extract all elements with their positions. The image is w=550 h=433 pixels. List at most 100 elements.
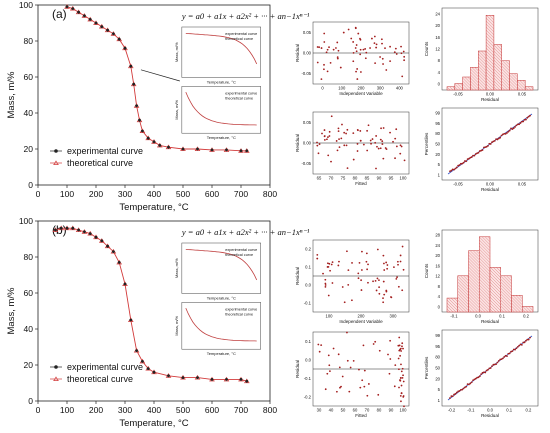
a-residual-histogram-bar-hatch xyxy=(493,77,502,86)
b-residual-histogram-x-tick: 0.1 xyxy=(499,314,505,319)
b-residual-vs-independent-point xyxy=(401,245,404,248)
b-normal-probability-point xyxy=(500,358,503,361)
b-residual-vs-fitted-point xyxy=(401,367,404,370)
b-residual-histogram-bar-hatch xyxy=(489,296,501,308)
a-residual-vs-fitted-point xyxy=(340,137,343,140)
b-normal-probability-point xyxy=(497,359,500,362)
b-normal-probability-x-tick: -0.1 xyxy=(467,408,475,413)
b-residual-vs-fitted-point xyxy=(400,370,403,373)
b-residual-histogram-x-tick: 0.2 xyxy=(523,314,529,319)
b-residual-vs-independent-point xyxy=(386,264,389,266)
b-normal-probability-point xyxy=(499,358,502,361)
b-normal-probability-point xyxy=(527,338,530,341)
a-normal-probability-point xyxy=(519,122,522,124)
b-normal-probability-point xyxy=(506,355,508,358)
b-residual-histogram-bar-hatch xyxy=(457,284,469,296)
a-residual-vs-fitted-point xyxy=(382,127,385,129)
inset-legend-experimental: experimental curve xyxy=(225,91,257,95)
b-residual-vs-independent-point xyxy=(376,248,379,251)
y-axis-label: Mass, m/% xyxy=(6,71,17,119)
a-normal-probability-point xyxy=(529,114,531,117)
a-residual-vs-independent-point xyxy=(379,56,381,58)
a-residual-histogram-bar-hatch xyxy=(485,53,495,62)
legend-experimental-label: experimental curve xyxy=(67,362,143,372)
b-residual-vs-fitted-y-tick: -0.2 xyxy=(304,394,312,399)
b-residual-histogram-bar-hatch xyxy=(500,275,512,287)
b-residual-vs-fitted-x-tick: 30 xyxy=(317,408,322,413)
inset-x-label: Temperature, °C xyxy=(207,351,236,356)
a-residual-vs-fitted-point xyxy=(379,138,382,141)
a-residual-vs-fitted-y-tick: -0.05 xyxy=(301,161,311,166)
y-tick-label: 40 xyxy=(24,108,34,118)
a-residual-histogram-bar-hatch xyxy=(478,86,482,91)
experimental-point xyxy=(245,379,249,383)
a-residual-histogram-bar-hatch xyxy=(509,83,516,91)
b-normal-probability-x-tick: -0.2 xyxy=(448,408,456,413)
b-residual-vs-independent-point xyxy=(341,286,344,288)
a-residual-vs-independent-point xyxy=(359,71,362,73)
b-residual-vs-independent-point xyxy=(347,283,350,286)
b-residual-vs-fitted-point xyxy=(337,353,340,356)
a-residual-vs-fitted-point xyxy=(375,135,378,137)
a-residual-vs-independent-point xyxy=(352,41,355,43)
experimental-point xyxy=(100,25,104,28)
a-residual-histogram-bar-hatch xyxy=(478,53,487,62)
a-normal-probability-point xyxy=(496,138,499,141)
b-residual-histogram-bar-hatch xyxy=(479,290,491,302)
a-residual-histogram-y-tick: 4 xyxy=(438,70,441,75)
a-normal-probability-x-tick: -0.05 xyxy=(453,182,463,187)
a-residual-histogram-bar-hatch xyxy=(470,74,479,83)
a-residual-histogram-y-tick: 20 xyxy=(435,23,440,28)
b-residual-histogram-y-tick: 28 xyxy=(435,233,440,238)
a-residual-vs-independent-point xyxy=(373,42,376,45)
b-residual-vs-fitted-point xyxy=(402,347,404,350)
a-residual-vs-independent-point xyxy=(375,43,378,46)
x-tick-label: 500 xyxy=(176,405,190,415)
b-residual-vs-independent-point xyxy=(382,280,385,283)
experimental-point xyxy=(210,148,214,152)
a-residual-vs-independent-point xyxy=(362,48,365,51)
b-residual-histogram-bar-hatch xyxy=(479,293,491,305)
a-residual-histogram-bar-hatch xyxy=(478,65,487,74)
b-residual-vs-fitted-point xyxy=(338,366,341,369)
a-residual-vs-independent-point xyxy=(359,37,361,40)
a-residual-vs-fitted-point xyxy=(345,132,347,135)
a-residual-histogram-x-tick: 0.00 xyxy=(486,92,495,97)
b-residual-vs-fitted-point xyxy=(359,386,362,389)
b-residual-vs-independent-point xyxy=(351,262,353,264)
a-residual-histogram-bar-hatch xyxy=(481,50,487,56)
b-residual-vs-independent-point xyxy=(383,269,386,271)
experimental-point xyxy=(210,378,214,381)
experimental-point xyxy=(225,378,228,381)
b-normal-probability-point xyxy=(480,373,483,375)
b-residual-histogram-bar-hatch xyxy=(528,306,534,311)
a-residual-histogram-bar-hatch xyxy=(485,38,495,47)
b-residual-histogram-x-tick: 0.0 xyxy=(475,314,481,319)
b-residual-vs-fitted-point xyxy=(388,372,391,375)
b-residual-vs-fitted-point xyxy=(332,347,335,350)
b-residual-vs-fitted-x-tick: 50 xyxy=(341,408,346,413)
a-residual-histogram-bar xyxy=(478,50,487,91)
b-normal-probability-y-tick: 5 xyxy=(438,387,441,392)
a-residual-vs-independent-point xyxy=(401,75,404,78)
a-residual-vs-fitted-point xyxy=(362,143,365,146)
a-residual-histogram-bar-hatch xyxy=(484,50,487,53)
b-residual-histogram-bar-hatch xyxy=(468,296,480,308)
b-residual-vs-fitted-y-tick: 0.0 xyxy=(305,357,311,362)
a-residual-vs-independent-point xyxy=(357,32,360,35)
experimental-point xyxy=(196,147,199,151)
b-residual-histogram-bar-hatch xyxy=(468,254,480,266)
b-residual-histogram-bar-hatch xyxy=(487,236,491,239)
a-residual-vs-independent-point xyxy=(355,44,358,46)
a-residual-histogram-bar-hatch xyxy=(470,68,479,77)
a-residual-histogram-bar-hatch xyxy=(478,56,487,65)
b-residual-vs-independent-point xyxy=(385,290,388,293)
b-residual-vs-fitted-point xyxy=(377,393,380,396)
a-residual-vs-independent-x-tick: 0 xyxy=(321,86,324,91)
b-residual-vs-fitted-point xyxy=(320,344,323,347)
x-tick-label: 0 xyxy=(36,405,41,415)
b-normal-probability-point xyxy=(485,369,488,372)
x-tick-label: 300 xyxy=(118,405,132,415)
b-residual-vs-independent-point xyxy=(376,277,379,280)
x-tick-label: 700 xyxy=(234,405,248,415)
